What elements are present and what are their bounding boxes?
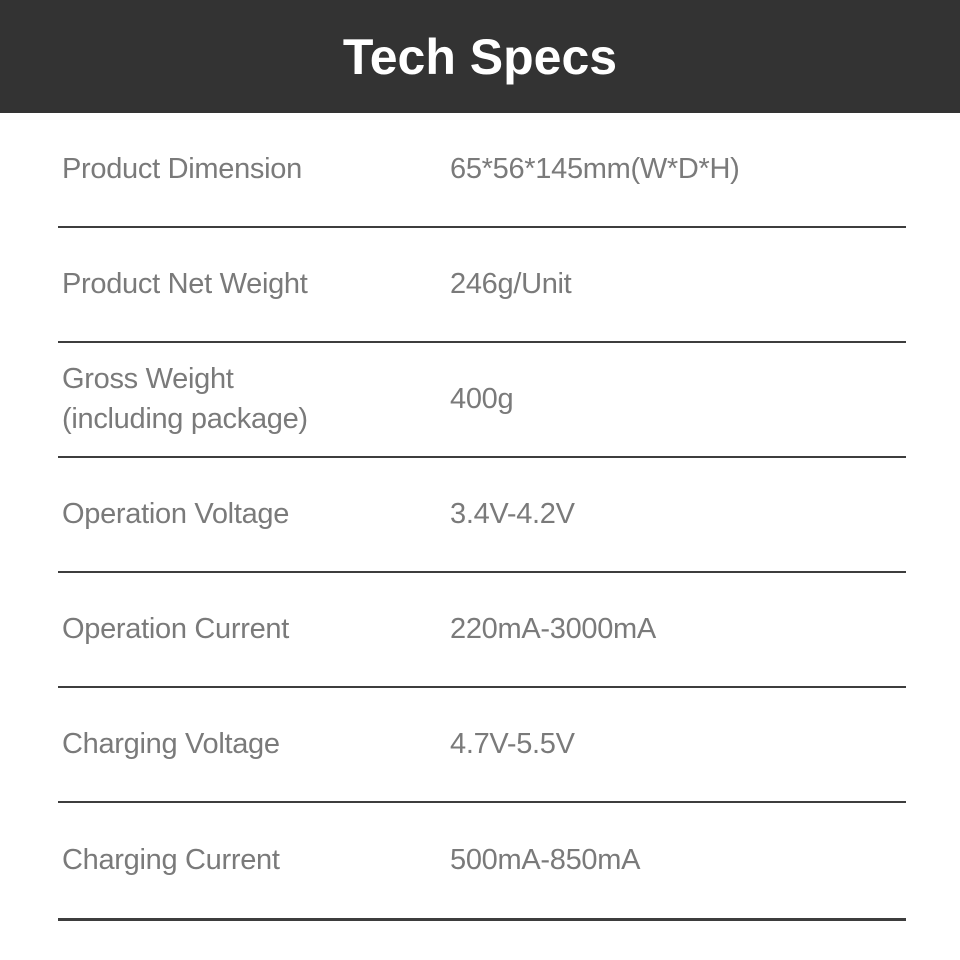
specs-table: Product Dimension 65*56*145mm(W*D*H) Pro… (58, 113, 906, 921)
spec-label: Charging Voltage (62, 727, 280, 760)
spec-value: 500mA-850mA (450, 844, 641, 876)
page-root: Tech Specs Product Dimension 65*56*145mm… (0, 0, 960, 921)
spec-value: 246g/Unit (450, 268, 572, 300)
spec-row-charging-current: Charging Current 500mA-850mA (58, 803, 906, 921)
tech-specs-header: Tech Specs (0, 0, 960, 113)
spec-label: Charging Current (62, 843, 280, 876)
spec-label: Gross Weight (including package) (62, 363, 308, 435)
spec-row-operation-current: Operation Current 220mA-3000mA (58, 573, 906, 688)
spec-value: 4.7V-5.5V (450, 728, 575, 760)
spec-row-charging-voltage: Charging Voltage 4.7V-5.5V (58, 688, 906, 803)
spec-value: 3.4V-4.2V (450, 498, 575, 530)
spec-value: 400g (450, 383, 514, 415)
spec-value: 220mA-3000mA (450, 613, 656, 645)
spec-row-gross-weight: Gross Weight (including package) 400g (58, 343, 906, 458)
spec-value: 65*56*145mm(W*D*H) (450, 153, 740, 185)
spec-label: Operation Current (62, 612, 290, 645)
spec-row-product-net-weight: Product Net Weight 246g/Unit (58, 228, 906, 343)
spec-label: Operation Voltage (62, 497, 290, 530)
spec-label: Product Dimension (62, 152, 302, 185)
page-title: Tech Specs (342, 28, 618, 85)
spec-row-operation-voltage: Operation Voltage 3.4V-4.2V (58, 458, 906, 573)
spec-label: Product Net Weight (62, 267, 308, 300)
spec-row-product-dimension: Product Dimension 65*56*145mm(W*D*H) (58, 113, 906, 228)
